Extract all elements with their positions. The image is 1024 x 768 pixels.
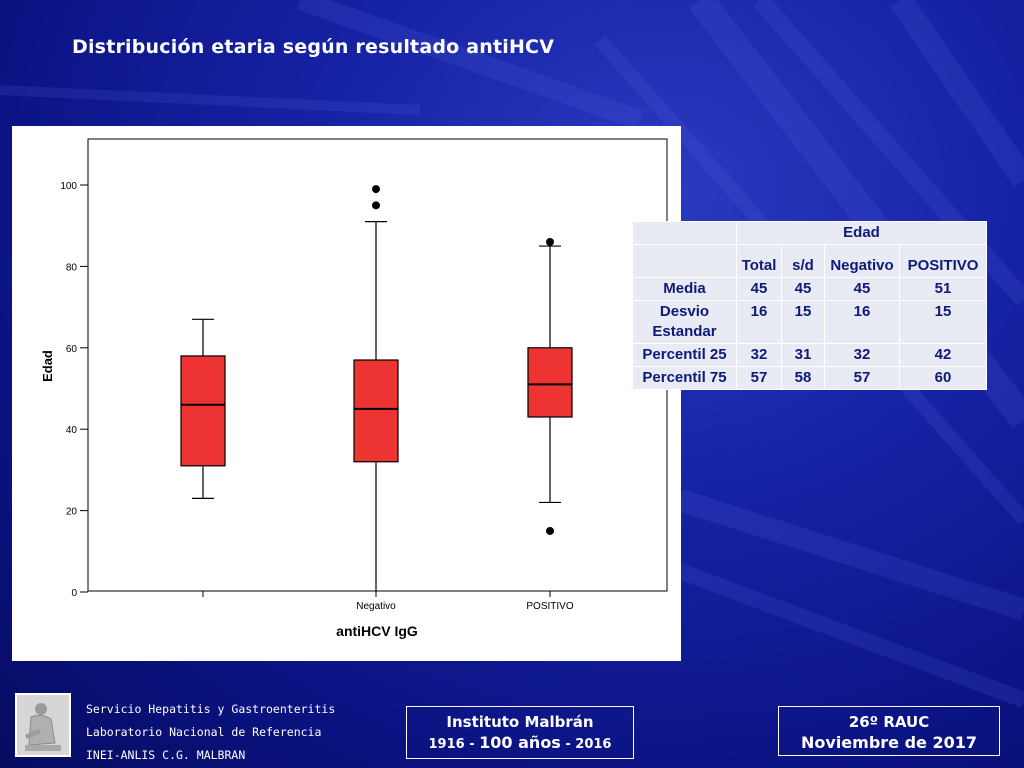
outlier-point [546,526,554,535]
row-label-percentil-75: Percentil 75 [632,366,737,390]
stats-table: Edad Total s/d Negativo POSITIVO Media 4… [632,221,987,390]
row-label-desvio: Desvio Estandar [632,300,737,344]
box [353,359,399,463]
table-cell: 15 [781,300,825,344]
event-box: 26º RAUC Noviembre de 2017 [778,706,1000,756]
institute-logo [15,693,71,757]
table-cell: 31 [781,343,825,367]
y-tick-label: 20 [66,507,78,518]
slide-title: Distribución etaria según resultado anti… [72,36,555,58]
table-cell: 32 [736,343,782,367]
x-axis-label: antiHCV IgG [336,623,418,639]
table-cell: 15 [899,300,987,344]
row-label-percentil-25: Percentil 25 [632,343,737,367]
table-cell: 16 [736,300,782,344]
col-header-positivo: POSITIVO [899,244,987,278]
table-cell: 57 [824,366,900,390]
y-tick-label: 60 [66,344,78,355]
table-cell: 32 [824,343,900,367]
boxplot-chart: 0 20 40 60 80 100 Edad antiHCV IgG Negativo POSIT… [12,126,681,661]
institute-box: Instituto Malbrán 1916 - 100 años - 2016 [406,706,634,759]
row-label-desvio-line2: Estandar [652,323,717,340]
table-cell: 45 [824,277,900,301]
x-tick-label: POSITIVO [526,601,573,612]
years-end: - 2016 [560,737,612,752]
table-cell: 51 [899,277,987,301]
box [180,355,226,467]
x-tick-label: Negativo [356,601,396,612]
y-tick-label: 40 [66,425,78,436]
y-tick-label: 100 [60,181,77,192]
table-cell: 16 [824,300,900,344]
event-date: Noviembre de 2017 [801,733,977,752]
y-tick-label: 80 [66,262,78,273]
row-label-media: Media [632,277,737,301]
institute-name: Instituto Malbrán [446,713,594,731]
footer-credit-line: Servicio Hepatitis y Gastroenteritis [86,702,336,716]
footer-credit-line: INEI-ANLIS C.G. MALBRAN [86,748,246,762]
col-header-total: Total [736,244,782,278]
col-header-sd: s/d [781,244,825,278]
table-corner [632,221,737,245]
table-group-header: Edad [736,221,987,245]
event-name: 26º RAUC [848,713,930,731]
outlier-point [372,201,380,210]
row-label-desvio-line1: Desvio [659,303,710,320]
table-corner-2 [632,244,737,278]
y-tick-label: 0 [71,588,77,599]
table-cell: 58 [781,366,825,390]
years-anniversary: 100 años [479,733,561,752]
box [527,347,573,418]
col-header-negativo: Negativo [824,244,900,278]
years-start: 1916 - [428,737,480,752]
boxplot-svg: 0 20 40 60 80 100 Edad antiHCV IgG Negativo POSIT… [40,138,668,639]
table-cell: 42 [899,343,987,367]
institute-years: 1916 - 100 años - 2016 [407,732,633,756]
footer-credits: Servicio Hepatitis y Gastroenteritis Lab… [86,698,335,767]
outlier-point [546,237,554,246]
table-cell: 60 [899,366,987,390]
outlier-point [372,185,380,194]
table-cell: 57 [736,366,782,390]
table-cell: 45 [736,277,782,301]
footer-credit-line: Laboratorio Nacional de Referencia [86,725,322,739]
table-cell: 45 [781,277,825,301]
statue-logo-icon [17,695,69,755]
y-axis-label: Edad [40,350,55,382]
